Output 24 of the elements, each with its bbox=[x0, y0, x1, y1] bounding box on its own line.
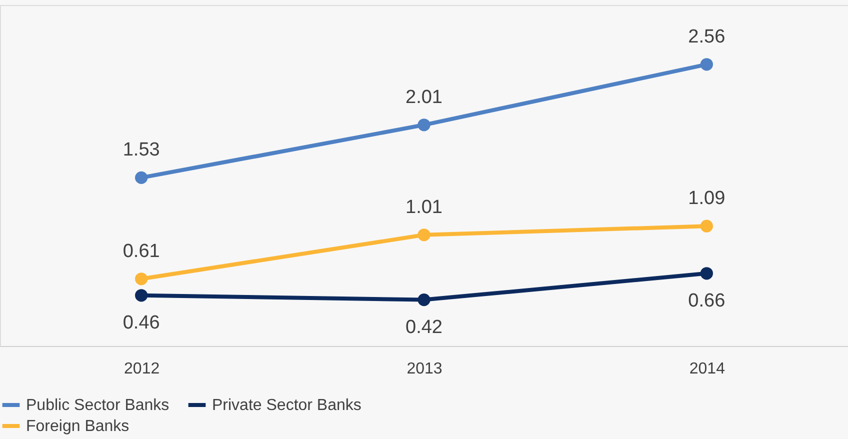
x-tick-label: 2014 bbox=[689, 360, 726, 378]
point bbox=[418, 293, 430, 306]
x-tick-label: 2013 bbox=[406, 360, 442, 378]
point bbox=[700, 267, 713, 280]
data-label: 1.01 bbox=[406, 196, 442, 218]
point bbox=[700, 220, 713, 232]
data-label: 0.46 bbox=[122, 312, 160, 334]
data-label: 1.09 bbox=[688, 188, 726, 210]
point bbox=[135, 289, 148, 302]
data-label: 0.66 bbox=[688, 290, 726, 312]
x-tick-label: 2012 bbox=[124, 360, 160, 378]
point bbox=[418, 228, 430, 242]
point bbox=[700, 58, 713, 71]
point bbox=[135, 171, 148, 184]
point bbox=[135, 272, 148, 286]
legend-label: Public Sector Banks bbox=[26, 397, 170, 414]
legend-label: Private Sector Banks bbox=[212, 397, 362, 414]
legend-label: Foreign Banks bbox=[26, 418, 130, 435]
data-label: 2.01 bbox=[406, 86, 442, 108]
data-label: 0.61 bbox=[122, 240, 160, 262]
data-label: 1.53 bbox=[122, 140, 160, 161]
data-label: 2.56 bbox=[688, 26, 726, 48]
data-label: 0.42 bbox=[406, 316, 442, 338]
point bbox=[418, 118, 430, 132]
